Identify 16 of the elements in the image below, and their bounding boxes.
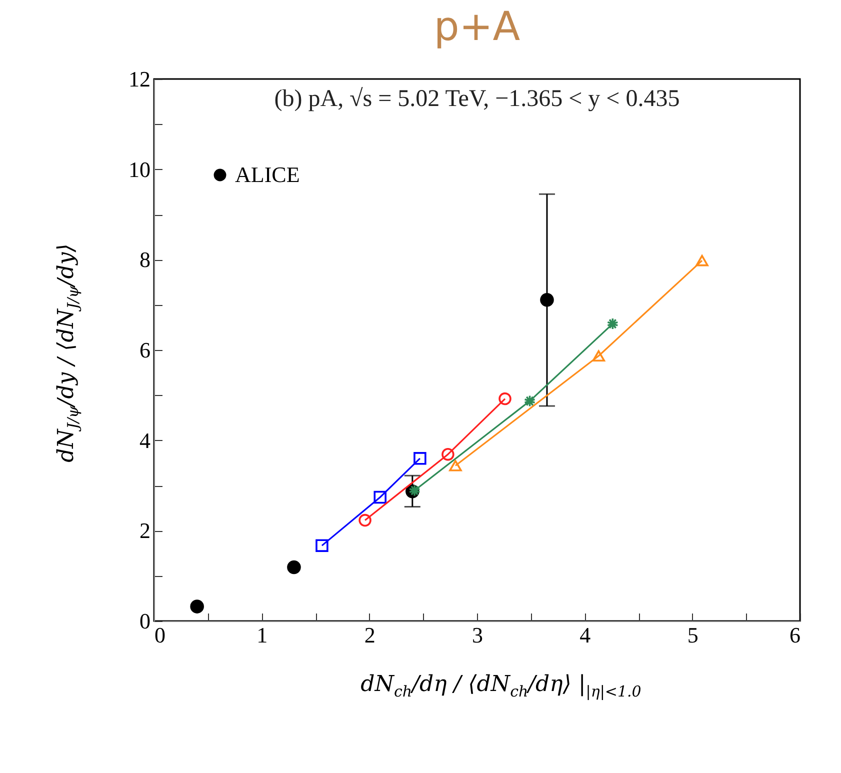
y-tick-label: 6: [140, 338, 150, 362]
x-tick-label: 4: [580, 622, 591, 648]
chart-title: p+A: [434, 4, 521, 50]
x-axis-title: dN$_{ch}$/dη / ⟨dN$_{ch}$/dη⟩ |$_{|η|<1.0}$: [360, 672, 642, 700]
y-tick-label: 8: [140, 247, 150, 272]
x-tick-label: 3: [472, 622, 483, 648]
legend-label: ALICE: [235, 162, 300, 187]
y-tick-label: 12: [128, 66, 150, 92]
y-tick-label: 10: [128, 156, 150, 182]
x-tick-label: 5: [687, 622, 698, 648]
x-tick-label: 6: [790, 622, 800, 648]
annotation: (b) pA, √s = 5.02 TeV, −1.365 < y < 0.435: [274, 86, 680, 112]
y-tick-label: 4: [140, 428, 150, 453]
x-tick-label: 2: [364, 622, 376, 648]
y-tick-label: 2: [140, 518, 150, 544]
x-tick-label: 1: [256, 622, 268, 648]
